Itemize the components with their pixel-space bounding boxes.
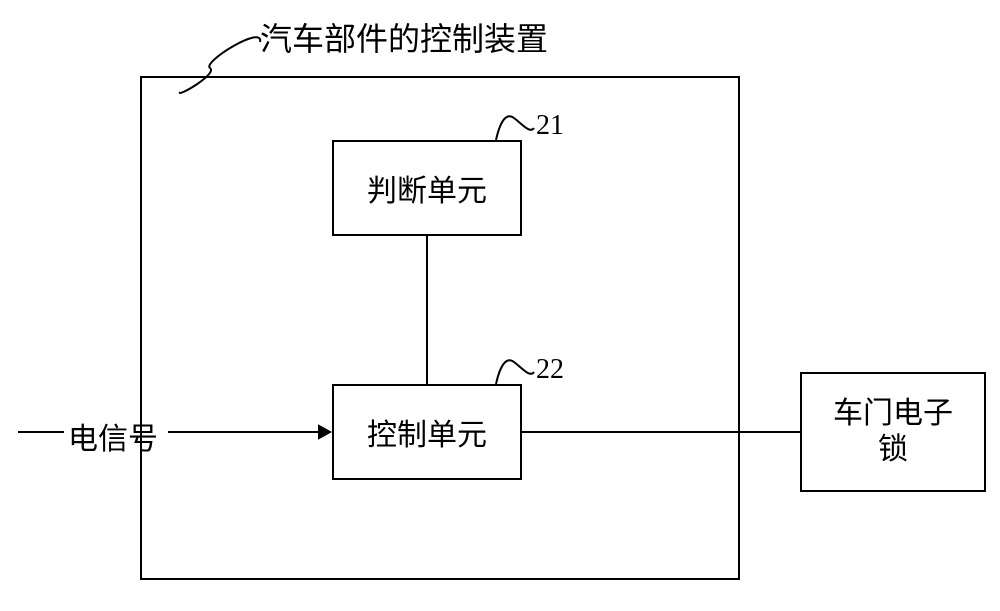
control-unit-box: 控制单元 xyxy=(332,384,522,480)
judge-unit-number: 21 xyxy=(536,110,564,142)
diagram-title: 汽车部件的控制装置 xyxy=(260,14,548,60)
signal-label: 电信号 xyxy=(68,414,158,458)
judge-unit-box: 判断单元 xyxy=(332,140,522,236)
judge-unit-label: 判断单元 xyxy=(367,166,487,210)
control-unit-label: 控制单元 xyxy=(367,410,487,454)
door-lock-label: 车门电子 锁 xyxy=(833,396,953,468)
diagram-canvas: 汽车部件的控制装置 判断单元 21 控制单元 22 车门电子 锁 电信号 xyxy=(0,0,1000,611)
control-unit-number: 22 xyxy=(536,354,564,386)
door-lock-box: 车门电子 锁 xyxy=(800,372,986,492)
